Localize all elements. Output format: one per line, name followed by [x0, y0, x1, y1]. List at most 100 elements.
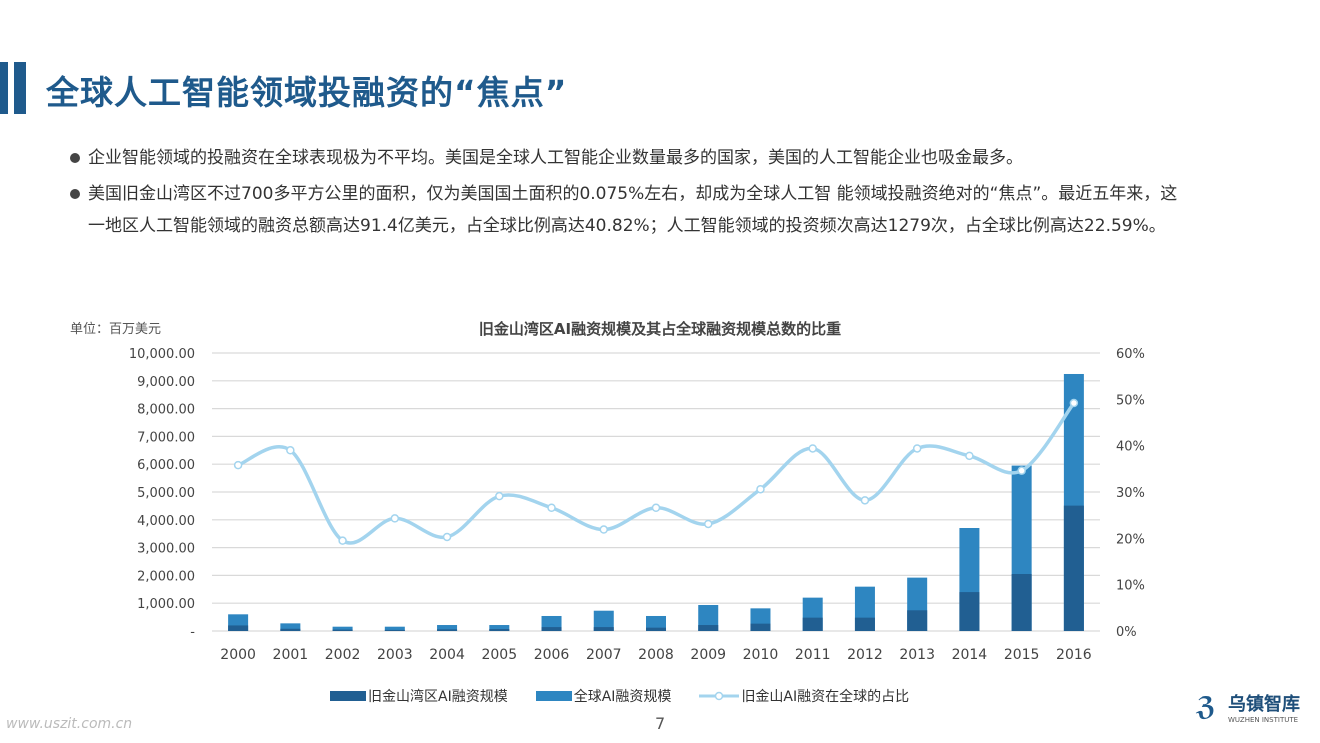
y-right-tick-label: 20% — [1116, 532, 1145, 547]
bar-sf — [280, 628, 301, 631]
legend: 旧金山湾区AI融资规模 全球AI融资规模 旧金山AI融资在全球的占比 — [330, 686, 909, 706]
y-left-tick-label: 7,000.00 — [137, 430, 195, 445]
x-tick-label: 2009 — [690, 647, 726, 663]
x-tick-label: 2008 — [638, 647, 674, 663]
bar-global — [593, 610, 614, 631]
legend-swatch — [330, 691, 366, 701]
bullet-list: 企业智能领域的投融资在全球表现极为不平均。美国是全球人工智能企业数量最多的国家，… — [70, 142, 1180, 242]
share-point — [651, 503, 661, 513]
legend-label: 旧金山AI融资在全球的占比 — [741, 689, 910, 705]
y-left-tick-label: 1,000.00 — [137, 597, 195, 612]
share-point — [808, 444, 817, 453]
x-tick-label: 2014 — [952, 647, 988, 663]
share-point — [547, 503, 556, 513]
bar-global — [646, 615, 666, 631]
share-point — [965, 451, 974, 461]
share-point — [1017, 466, 1026, 475]
legend-item-share: 旧金山AI融资在全球的占比 — [699, 686, 909, 706]
bullet-item: 美国旧金山湾区不过700多平方公里的面积，仅为美国国土面积的0.075%左右，却… — [70, 178, 1180, 242]
y-right-tick-label: 40% — [1116, 440, 1145, 455]
share-point — [233, 460, 243, 470]
legend-label: 全球AI融资规模 — [573, 689, 672, 705]
bar-sf — [228, 625, 249, 631]
x-tick-label: 2010 — [743, 647, 779, 663]
y-left-tick-label: 10,000.00 — [129, 347, 195, 362]
x-tick-label: 2000 — [220, 647, 256, 663]
y-left-tick-label: 9,000.00 — [137, 375, 195, 390]
y-left-tick-label: 8,000.00 — [137, 403, 195, 418]
legend-line-icon — [699, 691, 740, 701]
x-tick-label: 2006 — [534, 647, 570, 663]
bar-global — [280, 623, 301, 631]
y-left-tick-label: - — [190, 625, 195, 640]
y-right-tick-label: 60% — [1116, 347, 1145, 362]
bullet-text: 美国旧金山湾区不过700多平方公里的面积，仅为美国国土面积的0.075%左右，却… — [88, 184, 1178, 236]
share-point — [390, 514, 400, 523]
y-left-tick-label: 5,000.00 — [137, 486, 195, 501]
x-tick-label: 2002 — [325, 647, 361, 663]
title-accent-bar — [14, 62, 26, 114]
x-tick-label: 2003 — [377, 647, 413, 663]
x-tick-label: 2011 — [795, 647, 831, 663]
x-tick-label: 2015 — [1004, 647, 1040, 663]
y-right-tick-label: 10% — [1116, 579, 1145, 594]
bar-sf — [541, 627, 562, 631]
bar-sf — [959, 592, 980, 631]
bar-sf — [593, 627, 614, 631]
share-point — [703, 519, 713, 529]
share-point — [286, 446, 295, 455]
logo-name: 乌镇智库 — [1228, 694, 1300, 715]
y-right-tick-label: 50% — [1116, 393, 1145, 408]
x-tick-label: 2016 — [1056, 647, 1092, 663]
y-right-tick-label: 0% — [1116, 625, 1137, 640]
bar-sf — [750, 623, 771, 631]
x-tick-label: 2012 — [847, 647, 883, 663]
share-point — [1069, 398, 1079, 408]
bullet-dot-icon — [70, 189, 80, 199]
bar-sf — [332, 629, 353, 631]
bar-sf — [384, 629, 405, 631]
logo-sub: WUZHEN INSTITUTE — [1228, 716, 1299, 724]
bar-sf — [437, 629, 458, 631]
bar-sf — [646, 627, 666, 631]
bar-sf — [1063, 505, 1084, 631]
x-tick-label: 2001 — [273, 647, 309, 663]
share-point — [442, 532, 452, 542]
y-left-tick-label: 2,000.00 — [137, 569, 195, 584]
bar-global — [489, 625, 510, 631]
logo-mark-icon: ℨ — [1196, 692, 1216, 722]
share-point — [338, 536, 347, 545]
legend-swatch — [535, 691, 572, 701]
x-tick-label: 2004 — [429, 647, 465, 663]
x-tick-label: 2005 — [481, 647, 517, 663]
x-tick-label: 2007 — [586, 647, 622, 663]
y-right-tick-label: 30% — [1116, 486, 1145, 501]
share-point — [495, 491, 504, 501]
y-left-tick-label: 3,000.00 — [137, 542, 195, 557]
x-tick-label: 2013 — [899, 647, 935, 663]
y-left-tick-label: 6,000.00 — [137, 458, 195, 473]
page-title: 全球人工智能领域投融资的“焦点” — [46, 73, 568, 112]
title-accent-bar — [0, 62, 8, 114]
logo: ℨ 乌镇智库 WUZHEN INSTITUTE — [1196, 690, 1300, 724]
share-point — [912, 444, 922, 453]
bar-sf — [1011, 574, 1032, 631]
chart-title: 旧金山湾区AI融资规模及其占全球融资规模总数的比重 — [478, 320, 842, 338]
bar-global — [384, 626, 405, 631]
share-point — [860, 496, 870, 505]
legend-label: 旧金山湾区AI融资规模 — [368, 689, 508, 705]
bar-global — [332, 626, 353, 631]
page-number: 7 — [655, 714, 666, 733]
bar-global — [698, 605, 719, 631]
bullet-dot-icon — [70, 153, 80, 163]
bar-sf — [802, 617, 823, 631]
bar-global — [437, 625, 458, 631]
share-line — [237, 401, 1076, 545]
bar-sf — [907, 610, 928, 631]
bullet-item: 企业智能领域的投融资在全球表现极为不平均。美国是全球人工智能企业数量最多的国家，… — [70, 142, 1180, 174]
legend-item-sf: 旧金山湾区AI融资规模 — [330, 686, 508, 706]
y-left-tick-label: 4,000.00 — [137, 514, 195, 529]
bar-sf — [698, 625, 719, 631]
watermark: www.uszit.com.cn — [6, 716, 133, 732]
